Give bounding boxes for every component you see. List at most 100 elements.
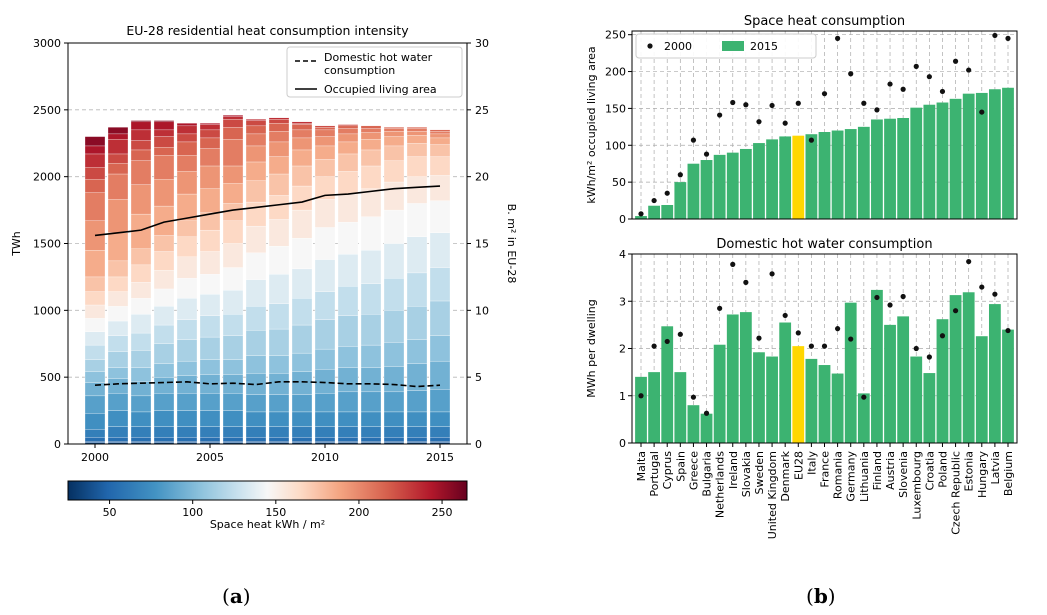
stacked-bar-segment — [360, 128, 382, 133]
bar — [910, 107, 923, 219]
stacked-bar-segment — [291, 371, 313, 395]
stacked-bar-segment — [337, 128, 359, 135]
stacked-bar-segment — [383, 209, 405, 244]
living-area-line — [94, 185, 441, 237]
bar — [1002, 329, 1014, 443]
stacked-bar-segment — [130, 367, 152, 382]
y2-tick-label: 30 — [475, 37, 489, 50]
y-tick-label: 4 — [619, 248, 626, 261]
point-2000 — [651, 197, 657, 204]
chart-hot-water: 0 1 2 3 4 Domestic hot water consumption MWh p… — [585, 237, 1018, 539]
stacked-bar-segment — [130, 184, 152, 215]
bar — [687, 163, 700, 219]
point-2000 — [782, 120, 788, 126]
bar — [844, 302, 857, 443]
stacked-bar-segment — [130, 395, 152, 413]
point-2000 — [638, 211, 644, 217]
stacked-bar-segment — [153, 377, 175, 394]
y-tick-label: 500 — [40, 371, 61, 384]
point-2000 — [835, 35, 841, 41]
stacked-bar-segment — [383, 426, 405, 438]
stacked-bar-segment — [429, 133, 451, 139]
stacked-bar-segment — [199, 274, 221, 295]
bar — [962, 292, 975, 443]
stacked-bar-segment — [245, 201, 267, 227]
stacked-bar-segment — [291, 137, 313, 151]
y-tick-label: 3 — [619, 295, 626, 308]
bar — [635, 216, 647, 219]
stacked-bar-segment — [153, 441, 175, 443]
y-tick-label: 0 — [54, 438, 61, 451]
x-tick-label: Romania — [832, 451, 845, 499]
stacked-bar-segment — [107, 260, 129, 278]
stacked-bar-segment — [245, 133, 267, 147]
stacked-bar-segment — [84, 371, 106, 383]
bar — [988, 89, 1001, 219]
stacked-bar-segment — [291, 324, 313, 354]
y-tick-label: 1 — [619, 390, 626, 403]
x-tick-label: Hungary — [976, 451, 989, 498]
stacked-bar-segment — [153, 147, 175, 156]
panel-a-label: (a) — [222, 584, 251, 608]
stacked-bar-segment — [268, 426, 290, 438]
stacked-bar-segment — [406, 306, 428, 340]
stacked-bar-segment — [406, 135, 428, 144]
bar — [936, 319, 949, 443]
point-2000 — [743, 279, 749, 285]
bar — [753, 143, 765, 219]
stacked-bar-segment — [153, 270, 175, 290]
stacked-bar-segment — [107, 306, 129, 322]
x-tick-label: Portugal — [648, 451, 661, 497]
chart-title: EU-28 residential heat consumption inten… — [126, 23, 409, 38]
stacked-bar-segment — [107, 378, 129, 394]
point-2000 — [913, 63, 919, 69]
stacked-bar-segment — [107, 163, 129, 175]
bar — [739, 148, 752, 219]
x-tick-label: 2000 — [81, 451, 109, 464]
stacked-bar-segment — [291, 124, 313, 131]
stacked-bar-segment — [153, 136, 175, 148]
legend-box — [286, 46, 463, 98]
stacked-bar-segment — [406, 143, 428, 157]
y-tick-label: 2500 — [33, 104, 61, 117]
stacked-bar-segment — [291, 121, 313, 124]
bar — [923, 104, 936, 219]
stacked-bar-segment — [153, 120, 175, 123]
panel-b-label: (b) — [806, 584, 836, 608]
stacked-bar-segment — [291, 209, 313, 239]
colorbar-label: Space heat kWh / m² — [210, 518, 325, 531]
stacked-bar-segment — [84, 437, 106, 442]
stacked-bar-segment — [130, 314, 152, 334]
stacked-bar-segment — [84, 136, 106, 147]
stacked-bar-segment — [222, 119, 244, 128]
stacked-bar-segment — [199, 410, 221, 427]
stacked-bar-segment — [360, 367, 382, 393]
stacked-bar-segment — [314, 368, 336, 394]
stacked-bar-segment — [84, 331, 106, 346]
stacked-bar-segment — [383, 342, 405, 367]
point-2000 — [821, 91, 828, 97]
x-tick-label: Slovakia — [740, 451, 753, 497]
stacked-bar-segment — [222, 393, 244, 411]
bar — [884, 118, 896, 219]
stacked-bar-segment — [291, 426, 313, 438]
x-tick-label: 2015 — [426, 451, 454, 464]
stacked-bar-segment — [429, 267, 451, 302]
stacked-bar-segment — [337, 125, 359, 129]
point-2000 — [979, 284, 985, 290]
x-tick-label: Denmark — [779, 450, 792, 501]
point-2000 — [782, 312, 788, 319]
stacked-bar-segment — [176, 171, 198, 195]
y-tick-label: 250 — [605, 29, 626, 42]
stacked-bar-segment — [406, 390, 428, 413]
bar — [975, 92, 988, 219]
stacked-bar-segment — [337, 171, 359, 195]
stacked-bar-segment — [360, 149, 382, 167]
stacked-bar-segment — [429, 335, 451, 362]
bar — [648, 372, 661, 443]
y-tick-label: 2000 — [33, 171, 61, 184]
stacked-bar-segment — [130, 298, 152, 315]
x-tick-label: Netherlands — [714, 451, 727, 518]
stacked-bar-segment — [314, 259, 336, 292]
stacked-bar-segment — [268, 274, 290, 304]
